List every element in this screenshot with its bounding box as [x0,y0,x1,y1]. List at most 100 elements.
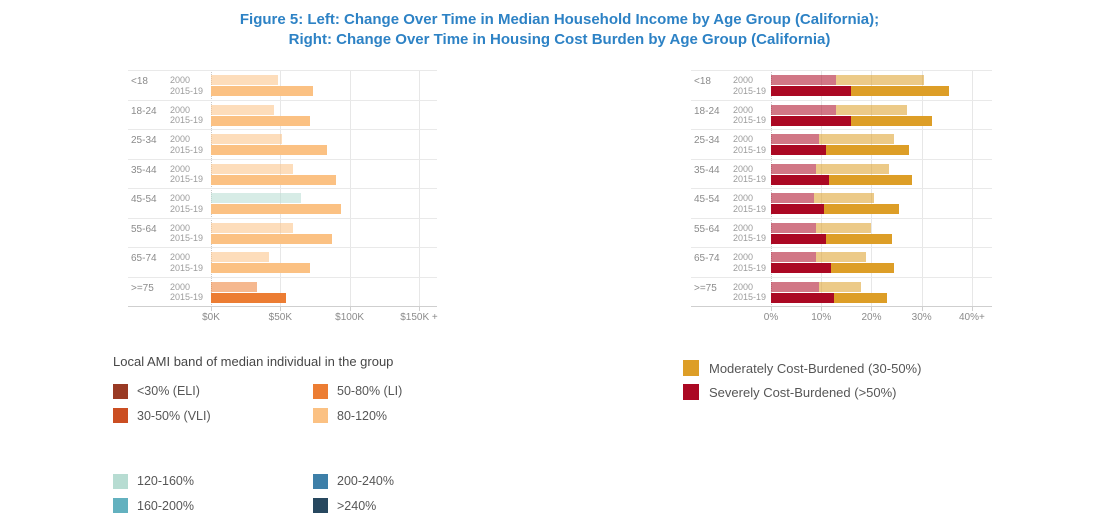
bar-track [211,233,437,244]
income-bar-2000 [211,134,283,144]
bar-track [771,233,992,244]
burden-legend-item: Severely Cost-Burdened (>50%) [683,380,921,404]
plot-area [211,71,437,100]
x-axis-label: 40%+ [958,312,985,323]
bar-track [771,263,992,273]
ami-legend-item: 160-200% [113,498,313,514]
severe-burden-bar-2000 [771,75,837,85]
axis-tick [280,307,282,311]
income-bar-2015-19 [211,204,341,214]
income-bar-2000 [211,163,293,174]
year-labels: 2000 2015-19 [170,101,211,130]
age-group-label: 35-44 [131,164,157,176]
legend-swatch-vli [113,408,128,424]
x-axis-label: $50K [268,312,292,323]
x-axis-label: 0% [763,312,779,323]
figure-title-line-1: Figure 5: Left: Change Over Time in Medi… [239,11,880,28]
chart-row: 18-24 2000 2015-19 [128,101,437,130]
chart-row: >=75 2000 2015-19 [128,278,437,307]
income-bar-2015-19 [211,292,286,303]
plot-area [771,71,992,100]
year-labels: 2000 2015-19 [170,160,211,189]
bar-track [211,86,437,96]
plot-area [211,189,437,218]
chart-row: 18-24 2000 2015-19 [691,101,992,130]
year-labels: 2000 2015-19 [170,219,211,248]
bar-track [211,281,437,292]
year-label: 2000 [170,281,191,292]
moderate-burden-bar-2000 [818,134,895,144]
burden-legend-label: Severely Cost-Burdened (>50%) [709,384,897,400]
ami-legend-label: 120-160% [137,474,194,489]
moderate-burden-bar-2000 [816,163,890,174]
bar-track [771,252,992,262]
year-label: 2000 [733,75,754,85]
year-labels: 2000 2015-19 [733,248,771,277]
plot-area [771,219,992,248]
x-axis-label: 30% [911,312,932,323]
ami-legend-block-1: <30% (ELI) 30-50% (VLI) 50-80% (LI) 80-120% [113,379,402,428]
ami-legend-label: 50-80% (LI) [337,384,403,399]
chart-row: <18 2000 2015-19 [691,71,992,101]
bar-track [211,104,437,115]
severe-burden-bar-2015-19 [771,86,852,96]
plot-area [771,130,992,159]
figure-title-line-2: Right: Change Over Time in Housing Cost … [288,31,831,48]
income-bar-2015-19 [211,86,313,96]
ami-legend-header: Local AMI band of median individual in t… [113,354,394,369]
chart-row: 65-74 2000 2015-19 [691,248,992,278]
plot-area [211,219,437,248]
bar-track [211,75,437,85]
bar-track [771,104,992,115]
legend-swatch-b120_160 [113,473,128,489]
year-labels: 2000 2015-19 [733,160,771,189]
ami-legend-label: 30-50% (VLI) [137,408,211,423]
income-bar-2015-19 [211,145,328,155]
year-labels: 2000 2015-19 [170,248,211,277]
ami-legend-item: 120-160% [113,473,313,489]
bar-track [211,263,437,273]
age-group-label: 45-54 [694,194,720,205]
age-group-label: 18-24 [131,105,157,117]
bar-track [211,193,437,203]
plot-area [771,278,992,307]
age-group-label: <18 [131,76,148,87]
bar-track [771,292,992,303]
chart-row: 55-64 2000 2015-19 [128,219,437,248]
chart-row: <18 2000 2015-19 [128,71,437,101]
year-label: 2000 [170,75,191,85]
moderate-burden-bar-2000 [836,75,925,85]
figure-title: Figure 5: Left: Change Over Time in Medi… [0,10,1119,50]
ami-legend-label: 80-120% [337,408,388,423]
moderate-burden-bar-2000 [816,252,867,262]
moderate-burden-bar-2015-19 [823,204,900,214]
legend-swatch-eli [113,383,128,399]
moderate-burden-bar-2000 [818,281,862,292]
x-axis-label: $150K + [400,312,438,323]
bar-track [211,222,437,233]
year-label: 2015-19 [733,85,767,96]
severe-burden-bar-2000 [771,193,814,203]
moderate-burden-bar-2015-19 [833,292,887,303]
age-group-label: 18-24 [694,105,720,117]
bar-track [771,204,992,214]
x-axis-label: $0K [202,312,220,323]
chart-row: 25-34 2000 2015-19 [691,130,992,160]
severe-burden-bar-2015-19 [771,233,827,244]
year-label: 2015-19 [733,203,767,214]
bar-track [771,222,992,233]
bar-track [211,204,437,214]
burden-chart: <18 2000 2015-19 18-24 2000 2015-19 25-34 2000 2… [691,70,992,325]
chart-rows: <18 2000 2015-19 18-24 2000 2015-19 25-34 2000 2… [128,70,437,307]
chart-row: 65-74 2000 2015-19 [128,248,437,278]
axis-tick [418,307,420,311]
age-group-label: 65-74 [694,253,720,264]
income-bar-2000 [211,104,275,115]
year-labels: 2000 2015-19 [170,71,211,100]
year-label: 2000 [170,163,191,174]
year-label: 2000 [733,222,754,233]
x-axis: 0% 10% 20% 30% 40%+ [764,307,992,325]
year-label: 2000 [170,252,191,262]
bar-track [771,174,992,185]
bar-track [771,86,992,96]
